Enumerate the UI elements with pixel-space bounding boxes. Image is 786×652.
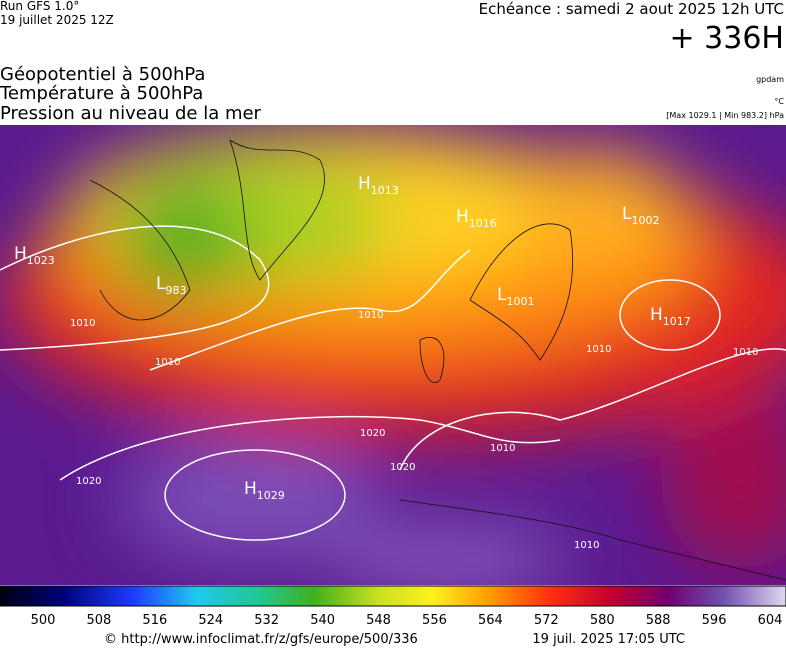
unit-label: [Max 1029.1 | Min 983.2] hPa: [666, 111, 784, 120]
source-url: © http://www.infoclimat.fr/z/gfs/europe/…: [104, 632, 418, 647]
colorbar-tick-label: 572: [534, 613, 559, 628]
isobar-label: 1020: [360, 428, 385, 439]
valid-time: Echéance : samedi 2 aout 2025 12h UTC: [479, 0, 784, 18]
colorbar-tick-label: 532: [254, 613, 279, 628]
colorbar-tick-label: 604: [758, 613, 783, 628]
colorbar-ticks: 500 508 516 524 532 540 548 556 564 572 580 588 596 6…: [31, 613, 783, 628]
colorbar-tick-label: 596: [702, 613, 727, 628]
pressure-center: L983: [156, 274, 186, 297]
pressure-center: H1013: [358, 174, 399, 197]
colorbar: [0, 585, 786, 607]
colorbar-tick-label: 508: [87, 613, 112, 628]
map-field: H1023 L983 H1013 H1016 L1001 L1002 H1017…: [0, 125, 786, 585]
isobar-label: 1010: [70, 318, 95, 329]
isobars: [0, 225, 786, 541]
title-line: Pression au niveau de la mer: [0, 103, 262, 124]
colorbar-tick-label: 556: [422, 613, 447, 628]
isobar-label: 1010: [733, 347, 758, 358]
colorbar-tick-label: 580: [590, 613, 615, 628]
isobar-label: 1010: [490, 443, 515, 454]
isobar-label: 1020: [76, 476, 101, 487]
colorbar-tick-label: 500: [31, 613, 56, 628]
isobar-label: 1010: [155, 357, 180, 368]
pressure-center: L1002: [622, 204, 659, 227]
unit-label: gpdam: [756, 75, 784, 84]
pressure-center: H1023: [14, 244, 55, 267]
title-line: Géopotentiel à 500hPa: [0, 64, 205, 85]
colorbar-tick-label: 524: [198, 613, 223, 628]
isobar-label: 1010: [586, 344, 611, 355]
run-date: 19 juillet 2025 12Z: [0, 13, 114, 27]
pressure-center: H1016: [456, 207, 497, 230]
colorbar-tick-label: 516: [142, 613, 167, 628]
isobar-label: 1020: [390, 462, 415, 473]
colorbar-tick-label: 588: [646, 613, 671, 628]
pressure-center: H1017: [650, 305, 691, 328]
colorbar-tick-label: 540: [310, 613, 335, 628]
title-line: Température à 500hPa: [0, 83, 203, 104]
colorbar-tick-label: 548: [366, 613, 391, 628]
isobar-label: 1010: [574, 540, 599, 551]
pressure-center: H1029: [244, 479, 285, 502]
lead-time: + 336H: [670, 21, 785, 56]
pressure-center: L1001: [497, 285, 534, 308]
colorbar-tick-label: 564: [478, 613, 503, 628]
timestamp: 19 juil. 2025 17:05 UTC: [532, 632, 685, 647]
unit-label: °C: [774, 97, 784, 106]
run-label: Run GFS 1.0°: [0, 0, 79, 13]
isobar-label: 1010: [358, 310, 383, 321]
